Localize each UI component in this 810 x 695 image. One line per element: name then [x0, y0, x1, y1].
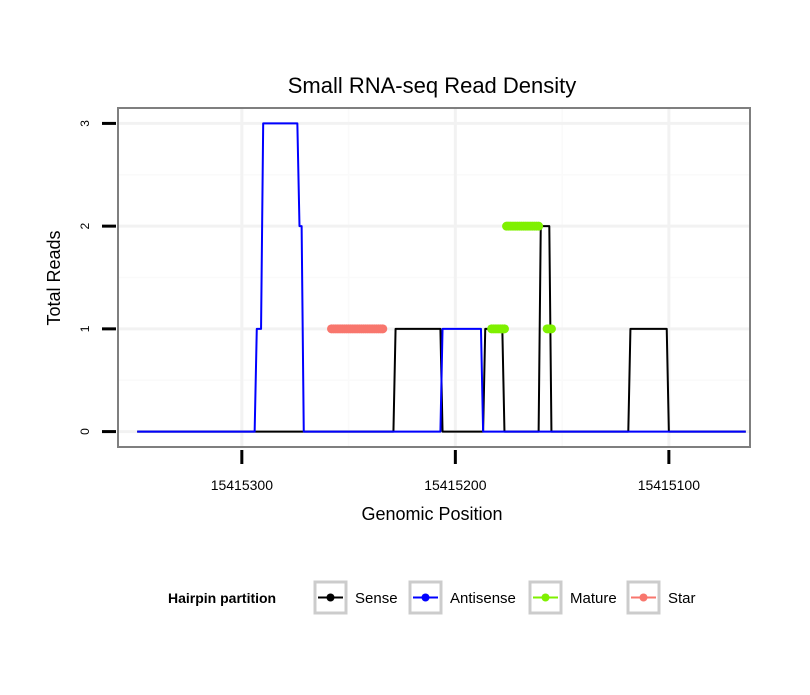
plot-series — [137, 122, 746, 433]
data-point-star — [378, 324, 388, 334]
data-point-mature — [534, 221, 544, 231]
legend-item-star: Star — [626, 580, 696, 615]
legend-key-dot — [421, 593, 430, 602]
legend-key-dot — [541, 593, 550, 602]
legend-item-sense: Sense — [313, 580, 398, 615]
legend-key-dot — [326, 593, 335, 602]
plot-panel-border — [117, 107, 751, 448]
data-point-mature — [499, 324, 509, 334]
x-axis-label: Genomic Position — [361, 504, 502, 524]
legend-item-mature: Mature — [528, 580, 617, 615]
legend: Hairpin partition Sense Antisense Mature St… — [168, 580, 696, 615]
legend-label: Star — [668, 590, 696, 607]
data-point-mature — [546, 324, 556, 334]
y-tick-label: 3 — [78, 120, 92, 127]
axes: 15415300 15415200 15415100 0 1 2 3 — [78, 120, 700, 493]
y-axis-label: Total Reads — [44, 230, 64, 325]
legend-items: Sense Antisense Mature Star — [313, 580, 696, 615]
legend-item-antisense: Antisense — [408, 580, 516, 615]
x-tick-label: 15415200 — [424, 477, 487, 493]
y-tick-label: 1 — [78, 325, 92, 332]
series-line-antisense — [137, 122, 746, 433]
legend-label: Antisense — [450, 590, 516, 607]
y-tick-label: 2 — [78, 222, 92, 229]
chart-title: Small RNA-seq Read Density — [288, 73, 577, 98]
legend-key-dot — [639, 593, 648, 602]
x-tick-label: 15415100 — [638, 477, 701, 493]
legend-title: Hairpin partition — [168, 590, 276, 606]
legend-label: Sense — [355, 590, 398, 607]
y-tick-label: 0 — [78, 428, 92, 435]
legend-label: Mature — [570, 590, 617, 607]
gridlines — [118, 108, 750, 447]
x-tick-label: 15415300 — [211, 477, 274, 493]
